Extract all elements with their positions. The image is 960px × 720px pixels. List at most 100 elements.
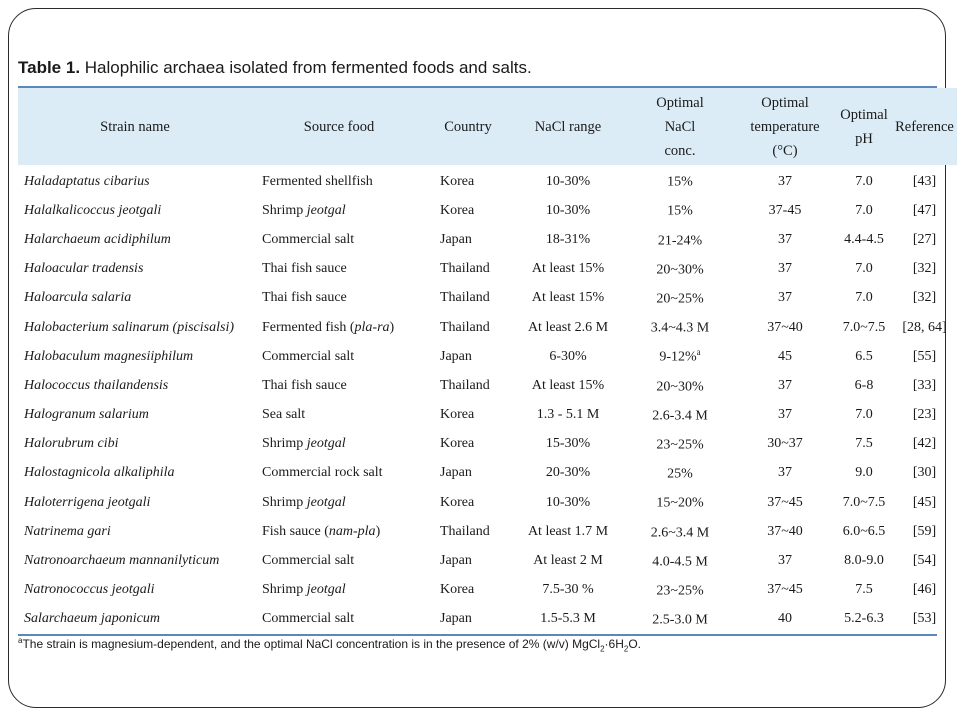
halophilic-archaea-table: Strain name Source food Country NaCl range O…: [18, 88, 957, 634]
col-source-food: Source food: [252, 88, 426, 165]
cell-reference: [54]: [912, 553, 937, 569]
cell-optimal-temperature: 37-45: [768, 202, 802, 218]
cell-optimal-ph: 7.0: [855, 173, 873, 189]
col-nacl-range: NaCl range: [510, 88, 626, 165]
table-row: Natronoarchaeum mannanilyticum Commercial…: [18, 546, 957, 575]
cell-source-food: Commercial rock salt: [252, 459, 426, 488]
footnote-sub: 2: [600, 644, 605, 654]
cell-optimal-nacl: 20~25%: [626, 284, 734, 313]
cell-optimal-temperature: 37: [778, 261, 792, 277]
conc-value: 15%: [667, 204, 693, 220]
cell-reference: [55]: [912, 348, 937, 364]
cell-optimal-nacl: 2.6~3.4 M: [626, 517, 734, 546]
table-bottom-rule: [18, 634, 937, 636]
source-term: jeotgal: [306, 436, 346, 452]
cell-reference: [43]: [912, 173, 937, 189]
cell-optimal-ph: 6-8: [854, 377, 874, 393]
source-text: Thai fish sauce: [262, 261, 347, 277]
cell-optimal-temperature: 45: [778, 348, 792, 364]
header-label: (°C): [772, 142, 798, 159]
header-label: NaCl range: [534, 118, 602, 135]
cell-source-food: Shrimp jeotgal: [252, 196, 426, 225]
cell-strain-name: Halobaculum magnesiiphilum: [24, 348, 194, 364]
table-row: Haladaptatus cibarius Fermented shellfish…: [18, 165, 957, 196]
cell-strain-name: Haladaptatus cibarius: [24, 173, 150, 189]
conc-value: 23~25%: [656, 437, 704, 453]
cell-nacl-range: 18-31%: [545, 231, 591, 247]
cell-optimal-nacl: 23~25%: [626, 430, 734, 459]
header-label: Source food: [303, 118, 375, 135]
cell-optimal-temperature: 37~40: [767, 319, 803, 335]
source-text: Sea salt: [262, 407, 306, 423]
conc-value: 23~25%: [656, 583, 704, 599]
cell-source-food: Thai fish sauce: [252, 255, 426, 284]
source-text: Fermented shellfish: [262, 173, 373, 189]
cell-optimal-nacl: 15~20%: [626, 488, 734, 517]
cell-source-food: Commercial salt: [252, 342, 426, 371]
cell-nacl-range: 15-30%: [545, 436, 591, 452]
conc-value: 20~25%: [656, 291, 704, 307]
cell-country: Korea: [440, 202, 475, 218]
cell-strain-name: Haloarcula salaria: [24, 290, 132, 306]
cell-optimal-nacl: 25%: [626, 459, 734, 488]
footnote-text: The strain is magnesium-dependent, and t…: [22, 637, 601, 651]
table-header-row: Strain name Source food Country NaCl range O…: [18, 88, 957, 165]
table-row: Haloacular tradensis Thai fish sauce Thail…: [18, 255, 957, 284]
cell-optimal-nacl: 20~30%: [626, 255, 734, 284]
cell-reference: [45]: [912, 494, 937, 510]
source-text: Shrimp: [262, 582, 307, 598]
cell-reference: [23]: [912, 407, 937, 423]
cell-strain-name: Halorubrum cibi: [24, 436, 119, 452]
cell-optimal-ph: 7.5: [855, 436, 873, 452]
source-term: nam-pla: [328, 523, 376, 539]
cell-optimal-ph: 7.0~7.5: [842, 494, 886, 510]
cell-country: Japan: [440, 553, 472, 569]
cell-country: Japan: [440, 611, 472, 627]
cell-nacl-range: 6-30%: [549, 348, 587, 364]
conc-value: 9-12%: [659, 350, 697, 366]
header-label: Optimal: [840, 106, 888, 123]
table-row: Salarchaeum japonicum Commercial salt Japa…: [18, 605, 957, 634]
col-reference: Reference: [892, 88, 957, 165]
footnote-sub: 2: [623, 644, 629, 654]
cell-source-food: Fish sauce (nam-pla): [252, 517, 426, 546]
cell-optimal-ph: 9.0: [855, 465, 873, 481]
cell-optimal-temperature: 30~37: [767, 436, 803, 452]
table-row: Halobaculum magnesiiphilum Commercial sal…: [18, 342, 957, 371]
conc-value: 20~30%: [656, 379, 704, 395]
table-row: Halobacterium salinarum (piscisalsi) Ferm…: [18, 313, 957, 342]
cell-optimal-ph: 4.4-4.5: [844, 231, 884, 247]
header-label: temperature: [750, 118, 820, 135]
cell-strain-name: Natronococcus jeotgali: [24, 582, 155, 598]
header-label: Country: [444, 118, 492, 135]
cell-optimal-ph: 8.0-9.0: [844, 553, 884, 569]
cell-nacl-range: 10-30%: [545, 173, 591, 189]
cell-country: Japan: [440, 348, 472, 364]
cell-optimal-ph: 5.2-6.3: [844, 611, 884, 627]
source-text: Shrimp: [262, 436, 307, 452]
cell-optimal-ph: 6.0~6.5: [842, 523, 886, 539]
cell-optimal-ph: 7.0: [855, 261, 873, 277]
source-text: Commercial rock salt: [262, 465, 383, 481]
cell-nacl-range: At least 2.6 M: [527, 319, 609, 335]
cell-source-food: Commercial salt: [252, 546, 426, 575]
cell-optimal-temperature: 37: [778, 377, 792, 393]
table-row: Halarchaeum acidiphilum Commercial salt Ja…: [18, 225, 957, 254]
conc-value: 4.0-4.5 M: [652, 554, 708, 570]
table-row: Halostagnicola alkaliphila Commercial roc…: [18, 459, 957, 488]
cell-strain-name: Halobacterium salinarum (piscisalsi): [24, 319, 234, 335]
cell-country: Korea: [440, 436, 475, 452]
cell-reference: [30]: [912, 465, 937, 481]
cell-nacl-range: 1.5-5.3 M: [540, 611, 596, 627]
cell-country: Korea: [440, 173, 475, 189]
conc-value: 2.6-3.4 M: [652, 408, 708, 424]
table-label: Table 1.: [18, 58, 81, 77]
cell-nacl-range: 1.3 - 5.1 M: [536, 407, 600, 423]
source-text-tail: ): [389, 319, 395, 335]
cell-reference: [32]: [912, 290, 937, 306]
cell-reference: [28, 64]: [902, 319, 947, 335]
table-caption: Table 1. Halophilic archaea isolated fro…: [18, 58, 532, 78]
footnote-mark: a: [696, 347, 701, 358]
conc-value: 2.6~3.4 M: [650, 525, 710, 541]
cell-nacl-range: 10-30%: [545, 202, 591, 218]
